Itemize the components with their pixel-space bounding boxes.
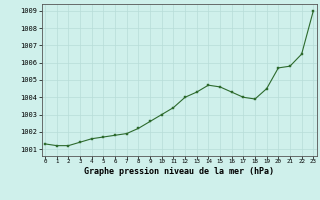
X-axis label: Graphe pression niveau de la mer (hPa): Graphe pression niveau de la mer (hPa) — [84, 167, 274, 176]
